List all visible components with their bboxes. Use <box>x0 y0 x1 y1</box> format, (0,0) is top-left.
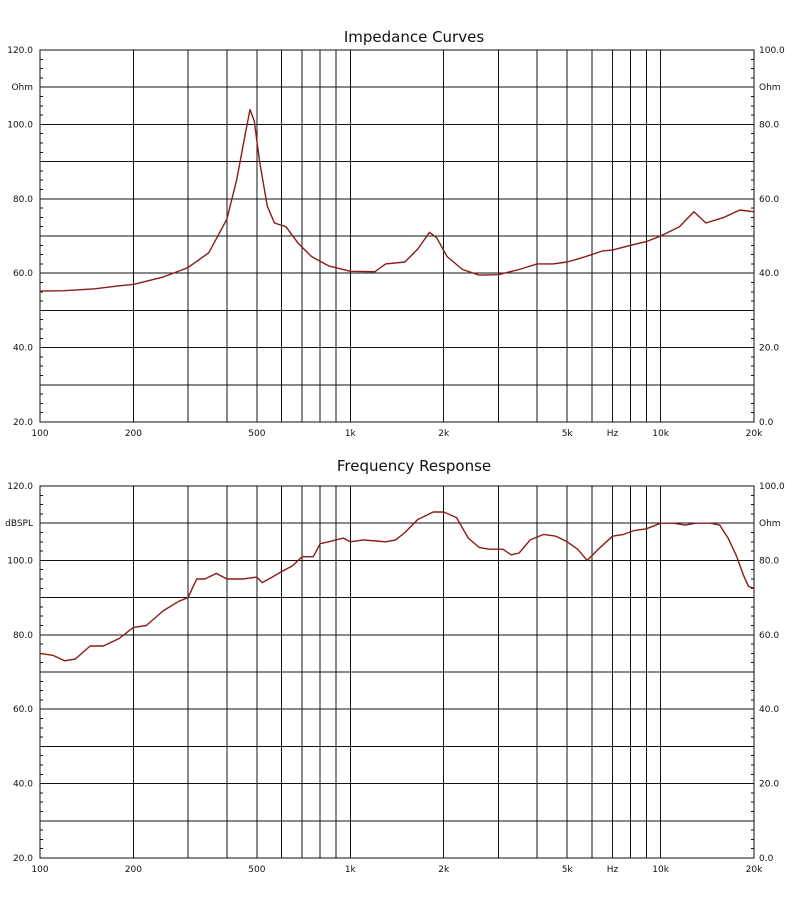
chart-1-right-unit: Ohm <box>759 519 781 529</box>
chart-1-x-tick-label: 2k <box>438 865 450 875</box>
chart-1-left-tick-label: 120.0 <box>7 482 33 492</box>
chart-0-right-tick-label: 80.0 <box>759 120 779 130</box>
chart-1-left-tick-label: 100.0 <box>7 556 33 566</box>
chart-1-right-tick-label: 20.0 <box>759 780 779 790</box>
chart-1-left-tick-label: 20.0 <box>13 854 33 864</box>
chart-0-right-tick-label: 0.0 <box>759 418 774 428</box>
chart-1-left-tick-label: 40.0 <box>13 780 33 790</box>
chart-0-x-tick-label: 100 <box>31 429 48 439</box>
chart-0-right-tick-label: 100.0 <box>759 46 785 56</box>
chart-title: Frequency Response <box>337 457 491 475</box>
chart-1-x-tick-label: 500 <box>248 865 265 875</box>
frequency-response-chart: Frequency Response 120.0 100.0 80.0 60.0 40.… <box>5 457 785 875</box>
chart-0-left-tick-label: 60.0 <box>13 269 33 279</box>
chart-1-right-tick-label: 40.0 <box>759 705 779 715</box>
chart-0-left-tick-label: 100.0 <box>7 120 33 130</box>
chart-1-series-line <box>39 511 755 662</box>
chart-0-right-unit: Ohm <box>759 83 781 93</box>
chart-1-right-tick-label: 0.0 <box>759 854 774 864</box>
chart-0-x-tick-label: 500 <box>248 429 265 439</box>
chart-1-x-tick-label: Hz <box>607 865 619 875</box>
chart-0-left-tick-label: 20.0 <box>13 418 33 428</box>
chart-1-right-tick-label: 80.0 <box>759 556 779 566</box>
chart-1-x-tick-label: 200 <box>125 865 142 875</box>
chart-1-left-tick-label: 60.0 <box>13 705 33 715</box>
chart-0-x-tick-label: 5k <box>562 429 574 439</box>
chart-0-right-tick-label: 60.0 <box>759 195 779 205</box>
impedance-chart: Impedance Curves 120.0 100.0 80.0 60.0 40.0 2… <box>7 28 785 439</box>
chart-0-left-unit: Ohm <box>11 83 33 93</box>
chart-title: Impedance Curves <box>344 28 485 46</box>
chart-1-x-tick-label: 5k <box>562 865 574 875</box>
chart-0-x-tick-label: 10k <box>652 429 669 439</box>
chart-0-series-line <box>39 108 755 292</box>
chart-1-x-tick-label: 100 <box>31 865 48 875</box>
chart-0-left-tick-label: 80.0 <box>13 195 33 205</box>
chart-0-x-tick-label: 2k <box>438 429 450 439</box>
chart-0-right-tick-label: 20.0 <box>759 344 779 354</box>
chart-1-x-tick-label: 1k <box>345 865 357 875</box>
chart-1-left-unit: dBSPL <box>5 519 33 529</box>
chart-1-right-tick-label: 60.0 <box>759 631 779 641</box>
chart-0-left-tick-label: 120.0 <box>7 46 33 56</box>
chart-0-x-tick-label: 200 <box>125 429 142 439</box>
chart-0-left-tick-label: 40.0 <box>13 344 33 354</box>
chart-0-x-tick-label: 1k <box>345 429 357 439</box>
chart-1-left-tick-label: 80.0 <box>13 631 33 641</box>
chart-1-x-tick-label: 10k <box>652 865 669 875</box>
chart-0-x-tick-label: 20k <box>746 429 763 439</box>
chart-0-right-tick-label: 40.0 <box>759 269 779 279</box>
chart-1-x-tick-label: 20k <box>746 865 763 875</box>
chart-0-x-tick-label: Hz <box>607 429 619 439</box>
chart-1-right-tick-label: 100.0 <box>759 482 785 492</box>
